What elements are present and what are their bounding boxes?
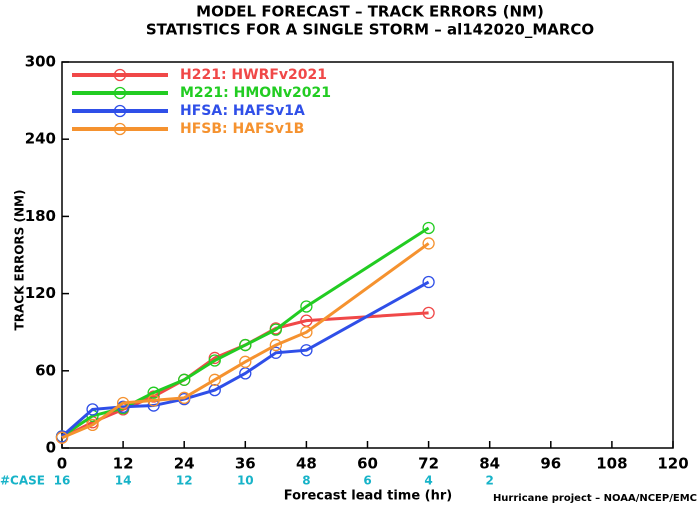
data-point	[300, 326, 313, 339]
x-tick-label: 120	[657, 455, 688, 473]
x-tick-label: 12	[113, 455, 134, 473]
legend-label: H221: HWRFv2021	[180, 67, 327, 83]
legend-marker	[113, 122, 127, 136]
x-tick-label: 24	[174, 455, 195, 473]
x-tick-label: 36	[235, 455, 256, 473]
legend-marker	[113, 104, 127, 118]
series-line	[61, 242, 430, 440]
data-point	[55, 431, 69, 444]
chart-subtitle: STATISTICS FOR A SINGLE STORM – al142020…	[146, 21, 594, 39]
data-point	[269, 338, 283, 352]
case-count: 16	[54, 474, 71, 488]
x-axis-label: Forecast lead time (hr)	[284, 489, 452, 504]
case-count: 14	[115, 474, 132, 488]
data-point	[86, 403, 99, 416]
series-line	[61, 280, 430, 438]
data-point	[300, 300, 313, 313]
data-point	[208, 354, 221, 367]
data-point	[269, 323, 283, 336]
data-point	[178, 373, 191, 386]
series-line	[61, 226, 430, 438]
x-tick-label: 84	[479, 455, 500, 473]
legend-label: M221: HMONv2021	[180, 85, 331, 101]
y-tick-label: 120	[25, 284, 56, 302]
data-point	[86, 418, 99, 431]
data-point	[147, 386, 160, 399]
x-tick-label: 96	[540, 455, 561, 473]
data-point	[422, 221, 435, 235]
case-count: 10	[237, 474, 254, 488]
y-tick-label: 0	[46, 439, 56, 457]
y-tick-label: 60	[35, 361, 56, 379]
legend-label: HFSA: HAFSv1A	[180, 103, 305, 119]
data-point	[178, 391, 191, 404]
x-tick-label: 72	[418, 455, 439, 473]
case-count: 8	[302, 474, 310, 488]
data-point	[208, 373, 221, 386]
data-point	[239, 338, 252, 352]
y-tick-label: 180	[25, 207, 56, 225]
data-point	[147, 394, 160, 407]
legend-marker	[113, 86, 127, 100]
y-tick-label: 300	[25, 53, 56, 71]
series-line	[61, 311, 429, 440]
case-count: 6	[363, 474, 371, 488]
footer: Hurricane project – NOAA/NCEP/EMC	[493, 493, 697, 504]
case-label: #CASE	[0, 474, 45, 488]
chart-title: MODEL FORECAST – TRACK ERRORS (NM)	[196, 3, 544, 21]
plot-frame	[61, 61, 674, 449]
x-tick-label: 0	[57, 455, 67, 473]
legend-label: HFSB: HAFSv1B	[180, 121, 304, 137]
data-point	[208, 383, 221, 397]
x-tick-label: 60	[357, 455, 378, 473]
data-point	[422, 275, 435, 289]
y-tick-label: 240	[25, 130, 56, 148]
data-point	[300, 344, 313, 357]
case-count: 2	[486, 474, 494, 488]
x-tick-label: 108	[596, 455, 627, 473]
data-point	[269, 346, 283, 359]
data-point	[116, 396, 130, 410]
y-axis-label: TRACK ERRORS (NM)	[13, 190, 27, 331]
data-point	[422, 306, 435, 320]
case-count: 4	[424, 474, 432, 488]
case-count: 12	[176, 474, 193, 488]
data-point	[422, 237, 435, 250]
x-tick-label: 48	[296, 455, 317, 473]
data-point	[239, 355, 252, 368]
legend-marker	[113, 68, 127, 82]
